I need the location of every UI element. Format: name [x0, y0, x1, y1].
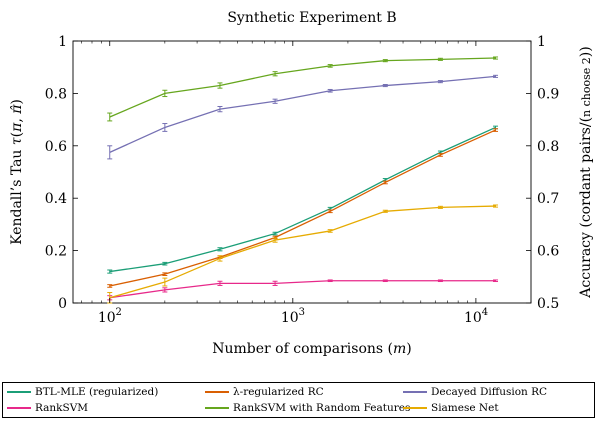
- series-btl-mle-regularized-: [107, 125, 499, 274]
- y-right-tick-label: 0.5: [537, 296, 559, 312]
- y-right-tick-label: 0.8: [537, 139, 559, 155]
- legend-item: Siamese Net: [399, 400, 595, 416]
- y-axis-right-label: Accuracy (cordant pairs/(n choose 2)): [578, 46, 594, 298]
- series-line: [109, 57, 496, 118]
- series-line: [109, 126, 496, 273]
- legend-swatch: [7, 407, 31, 409]
- legend-swatch: [7, 391, 31, 393]
- legend-swatch: [403, 391, 427, 393]
- series-ranksvm: [107, 279, 499, 301]
- x-tick-label: 10: [281, 310, 299, 326]
- x-tick-label: 4: [482, 307, 488, 318]
- legend: BTL-MLE (regularized) λ-regularized RC Dec…: [2, 382, 595, 418]
- x-tick-label: 2: [116, 307, 122, 318]
- x-axis-label: Number of comparisons (m): [212, 341, 412, 357]
- y-left-tick-label: 0: [58, 296, 67, 312]
- x-tick-label: 10: [464, 310, 482, 326]
- y-left-tick-label: 0.2: [45, 244, 67, 260]
- legend-label: RankSVM: [35, 402, 89, 414]
- x-tick-label: 10: [98, 310, 116, 326]
- y-left-tick-label: 0.6: [45, 139, 67, 155]
- legend-label: Decayed Diffusion RC: [431, 386, 548, 398]
- series-line: [109, 280, 496, 299]
- legend-item: RankSVM: [3, 400, 199, 416]
- legend-item: BTL-MLE (regularized): [3, 384, 199, 400]
- series-ranksvm-with-random-features: [107, 56, 499, 122]
- legend-item: RankSVM with Random Features: [201, 400, 410, 416]
- y-axis-right-ticks: 0.5 0.6 0.7 0.8 0.9 1: [526, 34, 559, 312]
- series-line: [109, 75, 496, 153]
- series--regularized-rc: [107, 128, 499, 288]
- y-axis-left-ticks: 0 0.2 0.4 0.6 0.8 1: [45, 34, 78, 312]
- y-axis-left-label: Kendall’s Tau τ(π, π̂): [9, 99, 25, 245]
- legend-label: λ-regularized RC: [233, 386, 324, 398]
- legend-swatch: [205, 391, 229, 393]
- y-left-tick-label: 0.8: [45, 86, 67, 102]
- y-right-tick-label: 0.7: [537, 191, 559, 207]
- legend-item: Decayed Diffusion RC: [399, 384, 595, 400]
- plot-border: [72, 40, 532, 304]
- series-decayed-diffusion-rc: [107, 74, 499, 160]
- y-right-tick-label: 0.9: [537, 86, 559, 102]
- chart-title: Synthetic Experiment B: [227, 10, 396, 26]
- legend-row: BTL-MLE (regularized) λ-regularized RC Dec…: [3, 384, 594, 400]
- y-right-tick-label: 1: [537, 34, 546, 50]
- x-tick-label: 3: [299, 307, 305, 318]
- x-axis-ticks: 10 2 10 3 10 4: [81, 41, 532, 326]
- series-siamese-net: [107, 204, 499, 304]
- legend-label: Siamese Net: [431, 402, 499, 414]
- legend-swatch: [403, 407, 427, 409]
- legend-label: RankSVM with Random Features: [233, 402, 411, 414]
- series-line: [109, 129, 496, 287]
- y-left-tick-label: 0.4: [45, 191, 67, 207]
- plot-frame: [72, 40, 532, 304]
- legend-item: λ-regularized RC: [201, 384, 397, 400]
- y-right-tick-label: 0.6: [537, 244, 559, 260]
- legend-row: RankSVM RankSVM with Random Features Siame…: [3, 400, 594, 416]
- legend-label: BTL-MLE (regularized): [35, 386, 159, 398]
- legend-swatch: [205, 407, 229, 409]
- y-left-tick-label: 1: [58, 34, 67, 50]
- series-layer: [107, 56, 499, 304]
- series-line: [109, 205, 496, 299]
